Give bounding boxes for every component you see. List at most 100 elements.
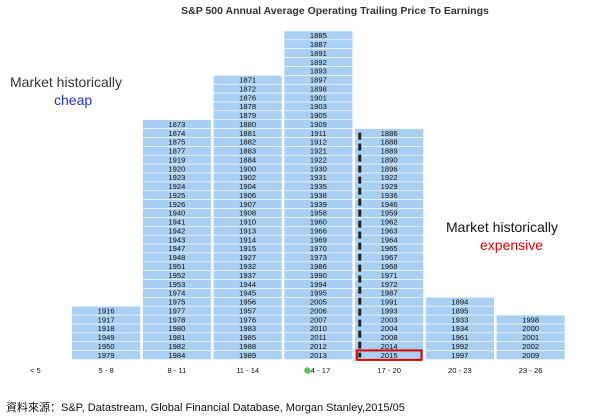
year-label: 1951	[168, 262, 185, 271]
year-label: 1895	[451, 306, 468, 315]
year-label: 1995	[310, 289, 327, 298]
year-label: 1945	[239, 289, 256, 298]
year-label: 1924	[168, 182, 185, 191]
year-label: 1946	[381, 200, 398, 209]
year-label: 1922	[310, 155, 327, 164]
source-note: 資料來源：S&P, Datastream, Global Financial D…	[6, 400, 405, 414]
year-label: 1877	[168, 147, 185, 156]
year-label: 1874	[168, 129, 185, 138]
year-label: 1914	[239, 235, 256, 244]
year-label: 1921	[310, 147, 327, 156]
year-label: 1990	[310, 271, 327, 280]
year-label: 1941	[168, 218, 185, 227]
year-label: 1952	[168, 271, 185, 280]
year-label: 1961	[451, 333, 468, 342]
annotations: Market historically cheap Market histori…	[10, 74, 558, 253]
bar-cell	[212, 350, 283, 360]
x-tick-label: 5 - 8	[99, 366, 114, 375]
year-label: 1929	[381, 182, 398, 191]
year-label: 1958	[310, 209, 327, 218]
year-label: 1925	[168, 191, 185, 200]
year-label: 1902	[239, 173, 256, 182]
year-label: 1926	[168, 200, 185, 209]
year-label: 1973	[310, 253, 327, 262]
year-label: 1976	[239, 315, 256, 324]
year-label: 1904	[239, 182, 256, 191]
year-label: 1956	[239, 298, 256, 307]
year-label: 2003	[381, 315, 398, 324]
year-label: 1981	[168, 333, 185, 342]
year-label: 1918	[98, 324, 115, 333]
year-label: 1989	[239, 351, 256, 360]
year-label: 2007	[310, 315, 327, 324]
year-label: 1933	[451, 315, 468, 324]
year-label: 2010	[310, 324, 327, 333]
year-label: 1930	[310, 164, 327, 173]
year-label: 1923	[168, 173, 185, 182]
year-label: 1983	[239, 324, 256, 333]
year-label: 1991	[381, 298, 398, 307]
year-label: 2000	[522, 324, 539, 333]
year-label: 1985	[239, 333, 256, 342]
year-label: 1963	[381, 226, 398, 235]
year-label: 1934	[451, 324, 468, 333]
year-label: 1903	[310, 102, 327, 111]
bar-cell	[283, 350, 354, 360]
year-label: 1883	[239, 147, 256, 156]
year-label: 1968	[381, 262, 398, 271]
year-label: 1940	[168, 209, 185, 218]
year-label: 1888	[381, 138, 398, 147]
year-label: 1880	[239, 120, 256, 129]
year-label: 1927	[239, 253, 256, 262]
year-label: 1932	[239, 262, 256, 271]
year-label: 1882	[239, 138, 256, 147]
year-label: 1980	[168, 324, 185, 333]
year-label: 1911	[310, 129, 326, 138]
year-label: 1939	[310, 200, 327, 209]
year-label: 1873	[168, 120, 185, 129]
year-label: 1931	[310, 173, 327, 182]
year-label: 2005	[310, 298, 327, 307]
year-label: 1889	[381, 147, 398, 156]
year-label: 1907	[239, 200, 256, 209]
year-label: 1947	[168, 244, 185, 253]
chart-title: S&P 500 Annual Average Operating Trailin…	[181, 5, 489, 17]
x-tick-label: 8 - 11	[167, 366, 186, 375]
year-label: 1871	[239, 76, 256, 85]
year-label: 1901	[310, 93, 327, 102]
year-label: 1872	[239, 84, 256, 93]
year-label: 1979	[98, 351, 115, 360]
annotation-expensive-line2: expensive	[480, 237, 543, 253]
year-label: 1993	[381, 306, 398, 315]
x-tick-label: < 5	[30, 366, 41, 375]
year-label: 1987	[381, 289, 398, 298]
year-label: 1884	[239, 155, 256, 164]
annotation-cheap-line1: Market historically	[10, 74, 122, 90]
year-label: 2011	[310, 333, 326, 342]
year-label: 1890	[381, 155, 398, 164]
year-label: 1988	[239, 342, 256, 351]
year-label: 1964	[381, 235, 398, 244]
year-label: 2002	[522, 342, 539, 351]
year-label: 1876	[239, 93, 256, 102]
year-label: 1994	[310, 280, 327, 289]
year-label: 1900	[239, 164, 256, 173]
year-label: 2009	[522, 351, 539, 360]
year-label: 2014	[381, 342, 398, 351]
year-label: 1915	[239, 244, 256, 253]
year-label: 2008	[381, 333, 398, 342]
year-label: 1886	[381, 129, 398, 138]
x-tick-label: 23 - 26	[519, 366, 543, 375]
year-label: 1982	[168, 342, 185, 351]
year-label: 1966	[310, 226, 327, 235]
x-tick-label: 11 - 14	[236, 366, 259, 375]
current-pe-dot	[304, 367, 311, 374]
year-label: 1977	[168, 306, 185, 315]
year-label: 1953	[168, 280, 185, 289]
year-label: 1950	[98, 342, 115, 351]
year-label: 1949	[98, 333, 115, 342]
year-label: 2004	[381, 324, 398, 333]
year-label: 1984	[168, 351, 185, 360]
